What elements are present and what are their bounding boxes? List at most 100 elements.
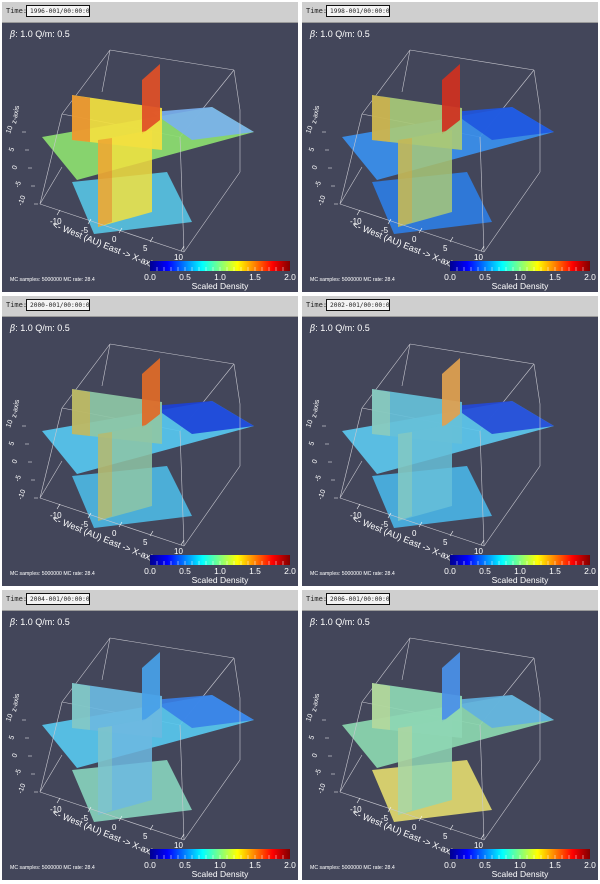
time-field[interactable]: 2002-001/00:00:00	[326, 299, 390, 311]
y-tick-label: -10	[317, 783, 327, 795]
bounding-box-edge	[401, 49, 411, 93]
colorbar-tick-label: 0.5	[179, 272, 191, 282]
bounding-box-edge	[339, 460, 363, 499]
density-plane-far-region	[452, 401, 554, 434]
colorbar-title: Scaled Density	[491, 575, 549, 585]
time-field[interactable]: 2006-001/00:00:00	[326, 593, 390, 605]
colorbar-tick-label: 1.0	[514, 860, 526, 870]
time-bar: Time: 2004-001/00:00:00	[2, 590, 298, 611]
bounding-box-edge	[533, 363, 541, 405]
colorbar-tick-label: 1.0	[214, 272, 226, 282]
density-slice-front-edge	[398, 138, 412, 227]
y-tick-label: 10	[305, 713, 314, 723]
bounding-box-edge	[39, 460, 63, 499]
y-tick-label: 10	[5, 125, 14, 135]
x-tick-label: 0	[112, 529, 117, 538]
params-label: β: 1.0 Q/m: 0.5	[310, 323, 370, 334]
time-field[interactable]: 2000-001/00:00:00	[26, 299, 90, 311]
colorbar-tick-label: 0.5	[179, 566, 191, 576]
x-tick-label: 0	[112, 823, 117, 832]
colorbar	[450, 849, 590, 859]
density-slice-edge	[72, 389, 90, 436]
x-tick-label: -5	[381, 814, 389, 823]
bounding-box-edge	[39, 407, 63, 499]
colorbar-gradient	[150, 555, 290, 565]
density-plane-far-region	[452, 107, 554, 140]
bounding-box-edge	[361, 637, 411, 703]
time-field[interactable]: 1998-001/00:00:00	[326, 5, 390, 17]
beta-symbol: β	[310, 324, 316, 334]
time-field[interactable]: 1996-001/00:00:00	[26, 5, 90, 17]
x-tick-label: -5	[81, 814, 89, 823]
beta-symbol: β	[310, 618, 316, 628]
x-axis-tick	[480, 833, 485, 840]
bounding-box-edge	[39, 166, 63, 205]
bounding-box-edge	[479, 136, 485, 253]
y-tick-label: -10	[17, 783, 27, 795]
time-label: Time:	[306, 595, 328, 603]
z-axis-label: z-axis	[11, 693, 21, 713]
bounding-box-edge	[483, 759, 541, 841]
density-plane-far-region	[152, 695, 254, 728]
mc-stats: MC samples: 5000000 MC rate: 28.4	[310, 571, 395, 577]
panel-2006: Time: 2006-001/00:00:00 β: 1.0 Q/m: 0.5 …	[302, 590, 598, 880]
x-axis-tick	[418, 521, 423, 528]
params-label: β: 1.0 Q/m: 0.5	[10, 617, 70, 628]
bounding-box-edge	[339, 791, 485, 841]
x-tick-label: 10	[174, 547, 183, 556]
bounding-box-edge	[409, 343, 535, 365]
mc-stats: MC samples: 5000000 MC rate: 28.4	[10, 571, 95, 577]
mc-stats: MC samples: 5000000 MC rate: 28.4	[10, 277, 95, 283]
bounding-box-edge	[339, 113, 363, 205]
colorbar-ticks: 0.0 0.5 1.0 1.5 2.0	[144, 272, 296, 282]
x-axis-tick	[387, 512, 392, 519]
x-axis-tick	[356, 797, 361, 804]
x-tick-label: -10	[50, 511, 62, 520]
x-tick-label: 5	[443, 244, 448, 253]
bounding-box-edge	[339, 754, 363, 793]
panel-2004: Time: 2004-001/00:00:00 β: 1.0 Q/m: 0.5 …	[2, 590, 298, 880]
bounding-box-edge	[101, 343, 111, 387]
panel-2000: Time: 2000-001/00:00:00 β: 1.0 Q/m: 0.5 …	[2, 296, 298, 586]
colorbar-title: Scaled Density	[491, 281, 549, 291]
colorbar	[450, 261, 590, 271]
bounding-box-edge	[361, 343, 411, 409]
density-slice-front-edge	[98, 138, 112, 227]
x-axis-tick	[56, 797, 61, 804]
colorbar-gradient	[450, 555, 590, 565]
colorbar-tick-label: 1.0	[514, 566, 526, 576]
x-tick-label: -10	[50, 217, 62, 226]
x-axis-tick	[87, 512, 92, 519]
density-slice-vertical-y	[442, 652, 460, 722]
bounding-box-edge	[409, 49, 535, 71]
x-tick-label: -5	[381, 520, 389, 529]
bounding-box-edge	[39, 113, 63, 205]
time-field[interactable]: 2004-001/00:00:00	[26, 593, 90, 605]
bounding-box-edge	[109, 637, 235, 659]
bounding-box-edge	[101, 49, 111, 93]
colorbar-tick-label: 1.5	[249, 566, 261, 576]
time-label: Time:	[306, 301, 328, 309]
time-label: Time:	[6, 595, 28, 603]
bounding-box-edge	[233, 657, 241, 699]
params-text: : 1.0 Q/m: 0.5	[315, 617, 370, 627]
time-bar: Time: 2000-001/00:00:00	[2, 296, 298, 317]
bounding-box-edge	[233, 69, 241, 111]
y-tick-label: -5	[14, 768, 23, 776]
density-slice-front	[398, 130, 452, 227]
colorbar-tick-label: 0.0	[444, 860, 456, 870]
bounding-box-edge	[409, 637, 535, 659]
x-tick-label: 5	[143, 244, 148, 253]
time-label: Time:	[306, 7, 328, 15]
time-bar: Time: 2002-001/00:00:00	[302, 296, 598, 317]
y-tick-label: 5	[8, 147, 16, 153]
params-text: : 1.0 Q/m: 0.5	[315, 29, 370, 39]
x-tick-label: -10	[350, 511, 362, 520]
x-axis-tick	[449, 824, 454, 831]
